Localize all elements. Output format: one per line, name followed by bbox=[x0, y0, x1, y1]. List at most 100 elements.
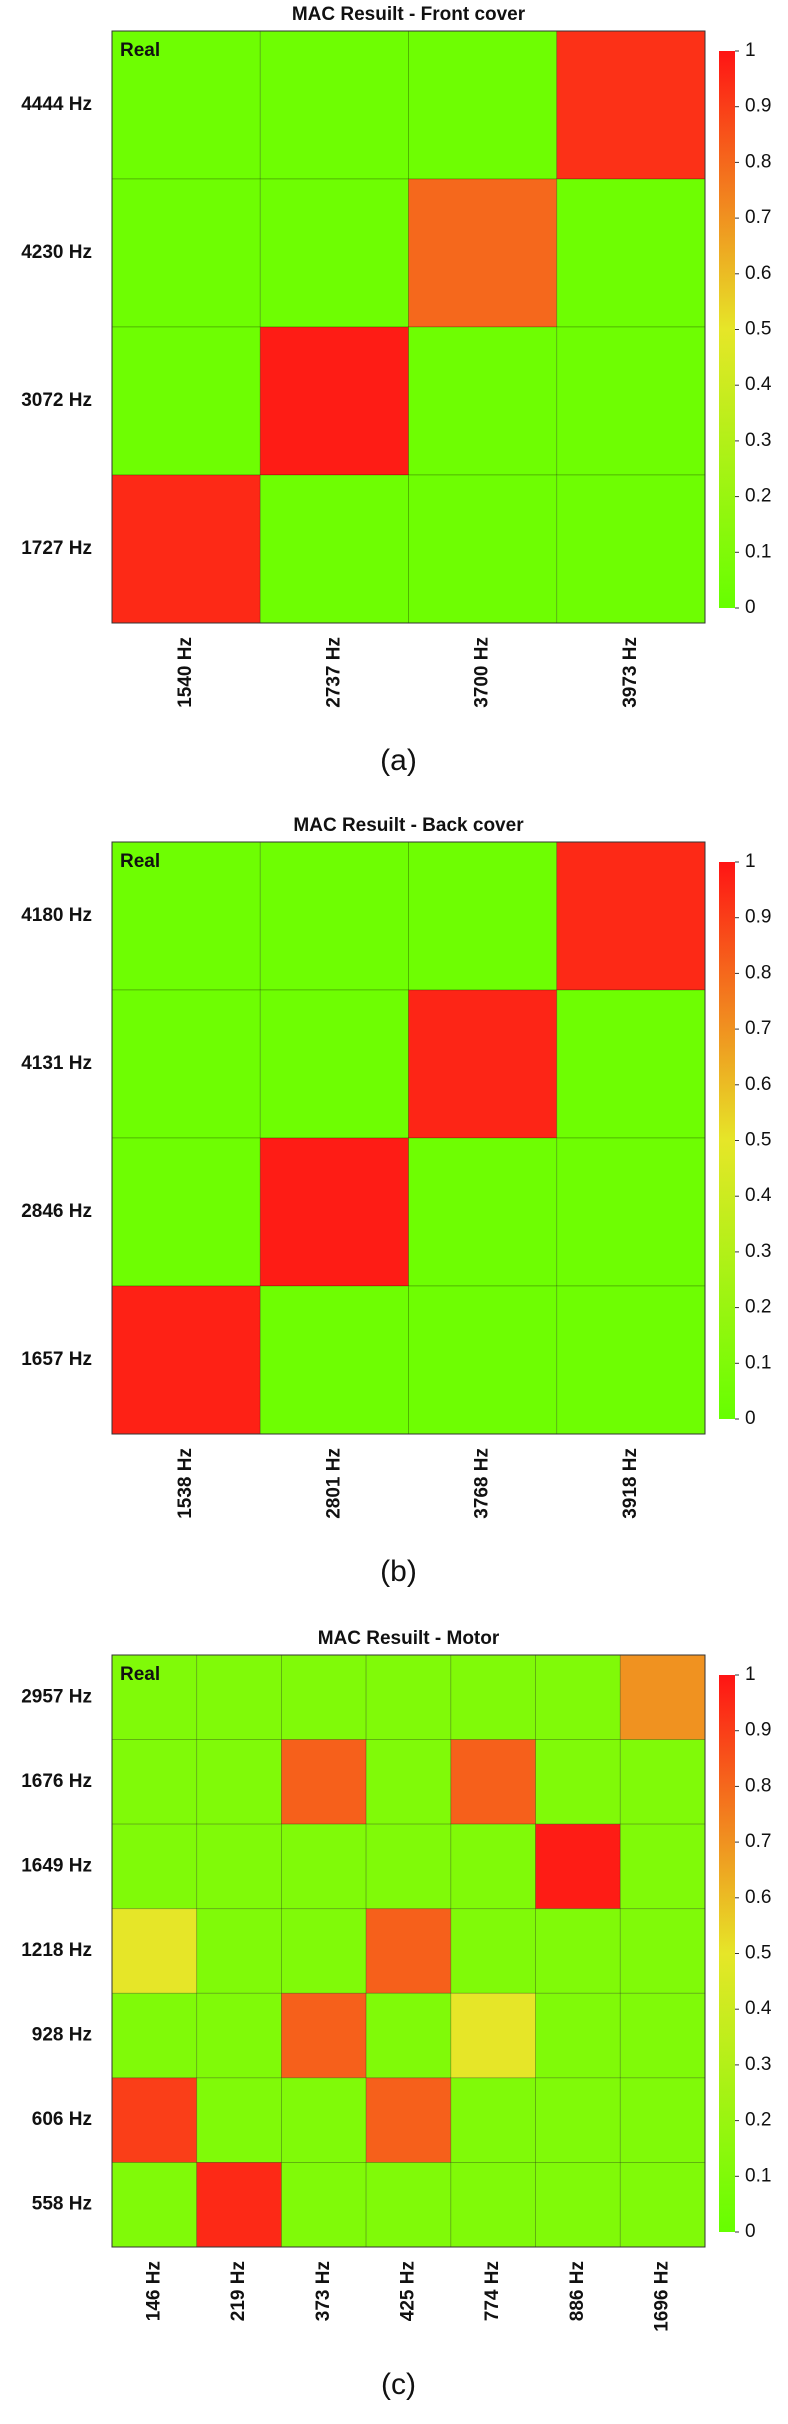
heatmap-cell bbox=[111, 30, 261, 180]
x-tick-label: 219 Hz bbox=[228, 2261, 249, 2321]
heatmap-cell bbox=[619, 1739, 706, 1825]
y-tick-label: 2846 Hz bbox=[21, 1201, 92, 1222]
heatmap-cell bbox=[450, 1739, 536, 1825]
plot-frame bbox=[111, 1654, 706, 2248]
colorbar-tick-label: 0.3 bbox=[745, 430, 771, 451]
heatmap-cell bbox=[111, 326, 261, 476]
y-tick-label: 3072 Hz bbox=[21, 390, 92, 411]
heatmap-cell bbox=[111, 1137, 261, 1287]
x-tick-label: 3768 Hz bbox=[472, 1448, 493, 1519]
chart-title: MAC Resuilt - Front cover bbox=[292, 4, 526, 25]
heatmap-cell bbox=[111, 1908, 198, 1994]
colorbar-tick-label: 0.4 bbox=[745, 1998, 772, 2019]
heatmap-cell bbox=[111, 2162, 198, 2248]
y-tick-label: 1676 Hz bbox=[21, 1771, 92, 1792]
y-tick-label: 558 Hz bbox=[32, 2194, 92, 2215]
heatmap-cell bbox=[535, 2077, 621, 2163]
y-tick-label: 1218 Hz bbox=[21, 1940, 92, 1961]
y-tick-label: 1649 Hz bbox=[21, 1855, 92, 1876]
heatmap-cell bbox=[450, 2162, 536, 2248]
heatmap-cell bbox=[365, 1654, 452, 1740]
heatmap-cell bbox=[111, 2077, 198, 2163]
colorbar-tick-label: 0.9 bbox=[745, 1720, 771, 1741]
heatmap-cell bbox=[556, 841, 706, 991]
heatmap-cell bbox=[619, 1654, 706, 1740]
x-tick-label: 3918 Hz bbox=[620, 1448, 641, 1519]
heatmap-cell bbox=[259, 1137, 409, 1287]
heatmap-cell bbox=[259, 474, 409, 624]
annotation: Real bbox=[120, 40, 160, 61]
heatmap-cell bbox=[259, 178, 409, 328]
heatmap-cell bbox=[111, 1992, 198, 2079]
x-tick-label: 1540 Hz bbox=[175, 637, 196, 708]
heatmap-cell bbox=[535, 1908, 621, 1994]
heatmap-cell bbox=[619, 1908, 706, 1994]
heatmap-cell bbox=[556, 989, 706, 1139]
heatmap-cell bbox=[619, 2077, 706, 2163]
x-tick-label: 425 Hz bbox=[398, 2261, 419, 2321]
heatmap-cell bbox=[111, 474, 261, 624]
colorbar-tick-label: 1 bbox=[745, 1664, 756, 1685]
heatmap-cell bbox=[365, 2162, 452, 2248]
heatmap-cell bbox=[196, 2077, 282, 2163]
caption: (b) bbox=[380, 1555, 417, 1588]
colorbar bbox=[719, 51, 735, 608]
heatmap-cell bbox=[281, 1654, 367, 1740]
y-tick-label: 1657 Hz bbox=[21, 1349, 92, 1370]
heatmap-cell bbox=[535, 2162, 621, 2248]
heatmap-cell bbox=[619, 1823, 706, 1910]
x-tick-label: 2737 Hz bbox=[323, 637, 344, 708]
heatmap-cell bbox=[259, 1285, 409, 1435]
heatmap-cell bbox=[535, 1739, 621, 1825]
x-tick-label: 2801 Hz bbox=[323, 1448, 344, 1519]
heatmap-cell bbox=[450, 1654, 536, 1740]
heatmap-cell bbox=[365, 1739, 452, 1825]
x-tick-label: 3700 Hz bbox=[472, 637, 493, 708]
colorbar-tick-label: 0.1 bbox=[745, 541, 771, 562]
heatmap-cell bbox=[281, 1992, 367, 2079]
colorbar-tick-label: 0.3 bbox=[745, 2054, 771, 2075]
colorbar-tick-label: 0.6 bbox=[745, 1074, 771, 1095]
caption: (c) bbox=[381, 2368, 416, 2401]
x-tick-label: 3973 Hz bbox=[620, 637, 641, 708]
heatmap-cell bbox=[556, 326, 706, 476]
y-tick-label: 4230 Hz bbox=[21, 242, 92, 263]
y-tick-label: 4131 Hz bbox=[21, 1053, 92, 1074]
heatmap-cell bbox=[281, 1908, 367, 1994]
colorbar-tick-label: 0.5 bbox=[745, 1130, 771, 1151]
heatmap-cell bbox=[556, 1285, 706, 1435]
x-tick-label: 886 Hz bbox=[567, 2261, 588, 2321]
heatmap-cell bbox=[408, 1137, 558, 1287]
heatmap-cell bbox=[111, 1285, 261, 1435]
heatmap-cell bbox=[450, 1823, 536, 1910]
heatmap-cell bbox=[408, 841, 558, 991]
colorbar-tick-label: 0.9 bbox=[745, 907, 771, 928]
caption: (a) bbox=[380, 744, 417, 777]
heatmap-cell bbox=[535, 1992, 621, 2079]
colorbar-tick-label: 0.7 bbox=[745, 207, 771, 228]
colorbar bbox=[719, 1675, 735, 2232]
heatmap-cell bbox=[408, 1285, 558, 1435]
heatmap-cell bbox=[556, 474, 706, 624]
x-tick-label: 1696 Hz bbox=[652, 2261, 673, 2332]
colorbar-tick-label: 0 bbox=[745, 2221, 756, 2242]
heatmap-cell bbox=[111, 989, 261, 1139]
heatmap-cell bbox=[535, 1823, 621, 1910]
colorbar-tick-label: 0.8 bbox=[745, 151, 771, 172]
colorbar-tick-label: 0.3 bbox=[745, 1241, 771, 1262]
x-tick-label: 1538 Hz bbox=[175, 1448, 196, 1519]
heatmap-cell bbox=[408, 474, 558, 624]
colorbar bbox=[719, 862, 735, 1419]
colorbar-tick-label: 0.4 bbox=[745, 374, 772, 395]
colorbar-tick-label: 0.8 bbox=[745, 1775, 771, 1796]
heatmap-cell bbox=[365, 1908, 452, 1994]
heatmap-cell bbox=[111, 178, 261, 328]
colorbar-tick-label: 0.7 bbox=[745, 1018, 771, 1039]
chart-title: MAC Resuilt - Back cover bbox=[293, 815, 524, 836]
heatmap-cell bbox=[535, 1654, 621, 1740]
annotation: Real bbox=[120, 851, 160, 872]
heatmap-cell bbox=[365, 1992, 452, 2079]
heatmap-cell bbox=[556, 30, 706, 180]
heatmap-cell bbox=[619, 2162, 706, 2248]
heatmap-cell bbox=[196, 2162, 282, 2248]
